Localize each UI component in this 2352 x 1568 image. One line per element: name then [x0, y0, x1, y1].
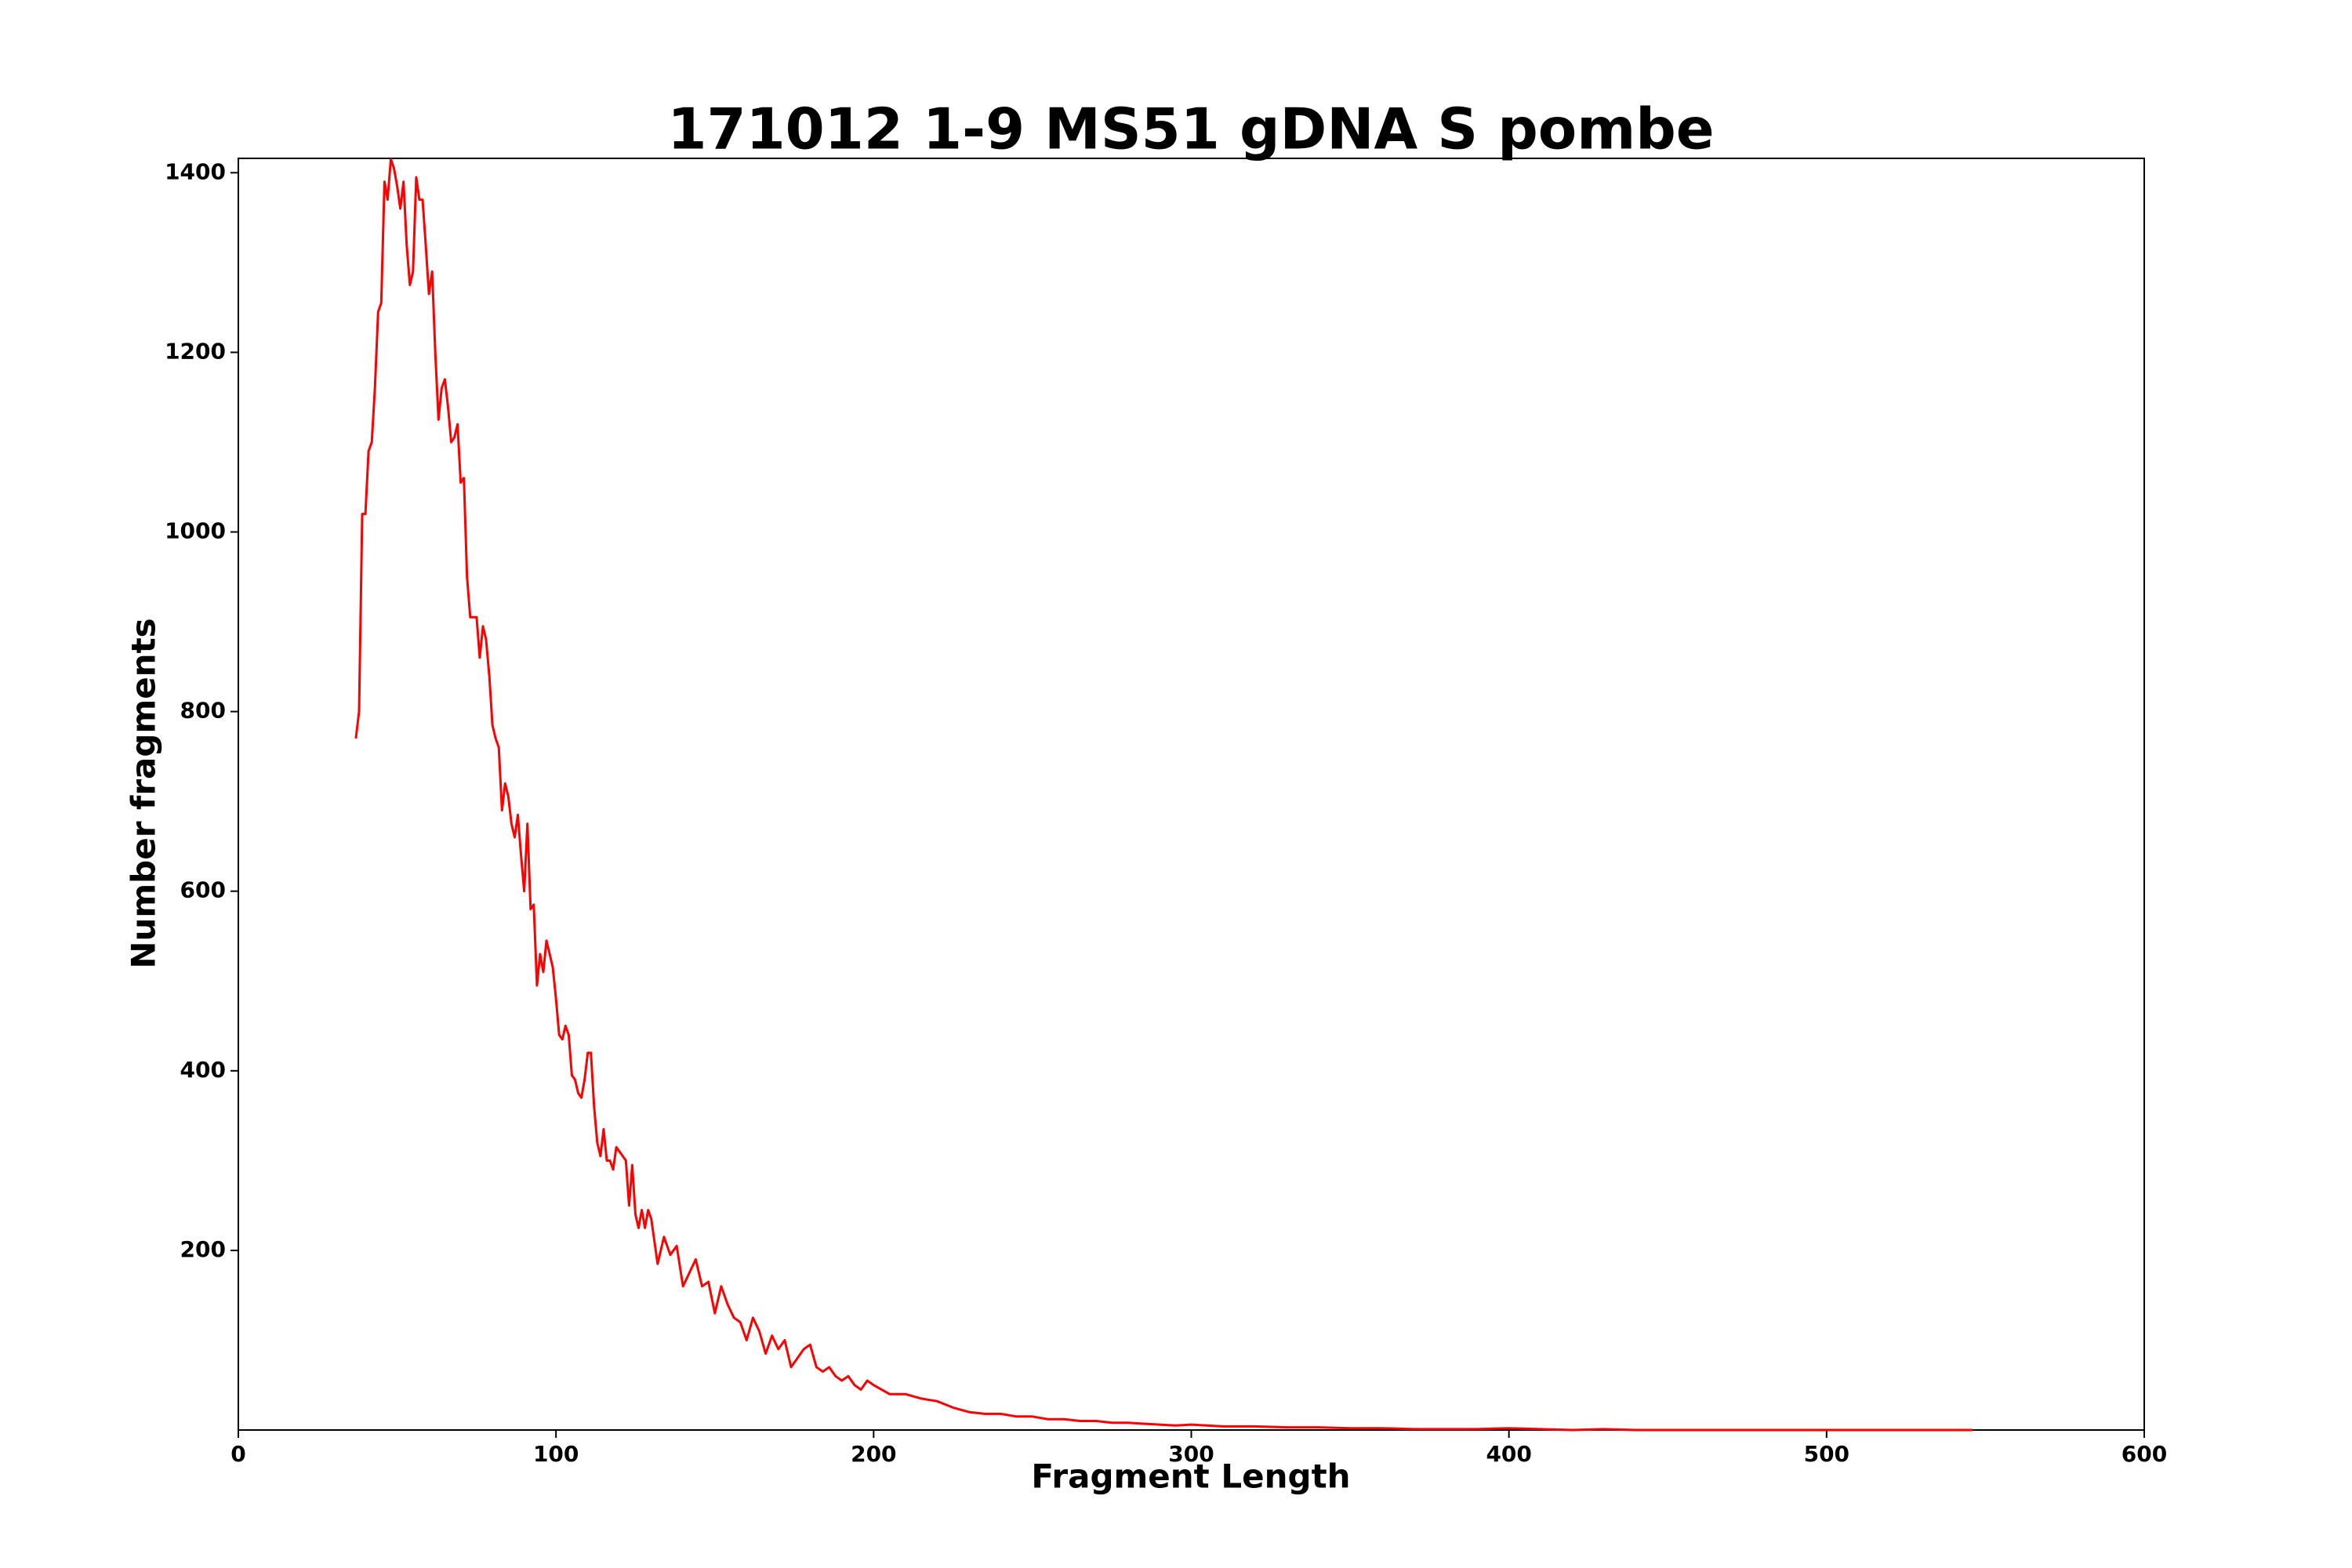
y-tick-label: 1400	[165, 158, 226, 184]
x-tick-label: 600	[2122, 1441, 2167, 1467]
x-axis-label: Fragment Length	[1031, 1457, 1350, 1496]
x-tick-label: 400	[1486, 1441, 1531, 1467]
x-tick-label: 500	[1804, 1441, 1849, 1467]
x-tick-label: 300	[1168, 1441, 1214, 1467]
y-tick-label: 400	[180, 1057, 226, 1083]
chart-title: 171012 1-9 MS51 gDNA S pombe	[667, 96, 1714, 162]
y-tick-label: 1200	[165, 338, 226, 364]
x-tick-label: 200	[851, 1441, 896, 1467]
y-tick-label: 200	[180, 1236, 226, 1262]
data-line	[354, 158, 1973, 1432]
y-tick-label: 800	[180, 698, 226, 724]
y-tick-label: 1000	[165, 518, 226, 544]
y-tick-label: 600	[180, 877, 226, 903]
x-tick-label: 100	[533, 1441, 579, 1467]
y-axis-label: Number fragments	[125, 618, 163, 968]
x-tick-label: 0	[230, 1441, 245, 1467]
